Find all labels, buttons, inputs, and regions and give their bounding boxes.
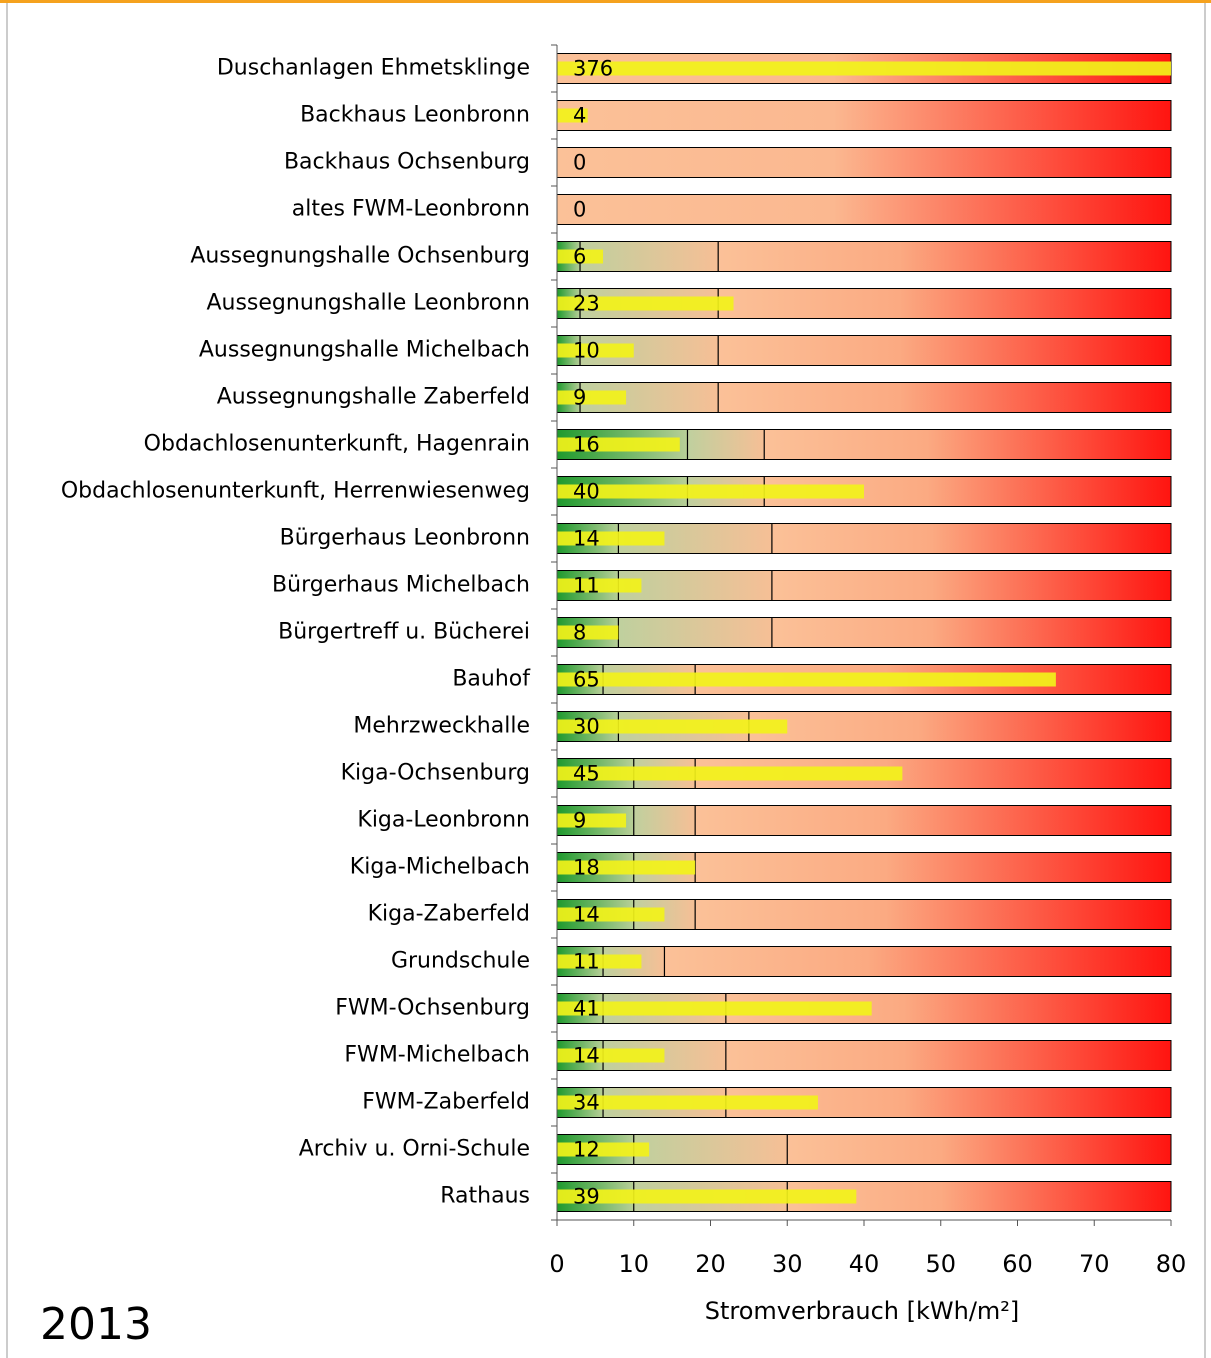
y-tick-label: Obdachlosenunterkunft, Hagenrain (144, 432, 530, 457)
value-label: 14 (573, 1044, 600, 1068)
value-label: 376 (573, 57, 613, 81)
value-label: 45 (573, 762, 600, 786)
benchmark-band (556, 335, 1172, 366)
value-label: 11 (573, 950, 600, 974)
y-tick-label: Mehrzweckhalle (353, 714, 530, 739)
y-tick-label: Bürgerhaus Michelbach (272, 573, 530, 598)
x-tick-label: 60 (1002, 1250, 1033, 1278)
benchmark-band (556, 617, 1172, 648)
y-tick-label: Kiga-Michelbach (350, 855, 530, 880)
y-tick-label: Kiga-Ochsenburg (341, 761, 530, 786)
y-tick-label: Bauhof (452, 667, 531, 692)
bar (557, 672, 1056, 687)
value-label: 39 (573, 1185, 600, 1209)
top-rule (0, 0, 1211, 3)
value-label: 23 (573, 292, 600, 316)
bar (557, 1189, 857, 1204)
bar (557, 1142, 650, 1157)
y-tick-label: Aussegnungshalle Ochsenburg (190, 244, 530, 269)
value-label: 6 (573, 245, 586, 269)
x-tick-label: 30 (772, 1250, 803, 1278)
y-tick-label: Aussegnungshalle Zaberfeld (217, 385, 530, 410)
bar (557, 1048, 665, 1063)
bar (557, 343, 634, 358)
value-label: 18 (573, 856, 600, 880)
y-tick-label: Duschanlagen Ehmetsklinge (217, 56, 530, 81)
y-tick-label: Obdachlosenunterkunft, Herrenwiesenweg (61, 479, 530, 504)
x-tick-label: 70 (1079, 1250, 1110, 1278)
value-label: 65 (573, 668, 600, 692)
y-tick-label: Rathaus (440, 1184, 530, 1209)
value-label: 8 (573, 621, 586, 645)
bar (557, 766, 903, 781)
value-label: 0 (573, 151, 586, 175)
y-tick-label: Kiga-Leonbronn (357, 808, 530, 833)
y-tick-label: FWM-Ochsenburg (335, 996, 530, 1021)
value-label: 30 (573, 715, 600, 739)
bar (557, 1095, 818, 1110)
benchmark-band (556, 570, 1172, 601)
y-tick-label: Aussegnungshalle Michelbach (199, 338, 530, 363)
bar (557, 390, 627, 405)
x-tick-label: 10 (618, 1250, 649, 1278)
benchmark-band (556, 1134, 1172, 1165)
bar (557, 719, 788, 734)
bar (557, 1001, 872, 1016)
benchmark-band (556, 382, 1172, 413)
y-tick-label: Kiga-Zaberfeld (368, 902, 530, 927)
value-label: 16 (573, 433, 600, 457)
bar (557, 61, 1171, 76)
bar (557, 578, 642, 593)
bar (557, 484, 864, 499)
x-tick-label: 40 (849, 1250, 880, 1278)
y-tick-label: FWM-Michelbach (344, 1043, 530, 1068)
year-label: 2013 (40, 1299, 152, 1350)
bar (557, 108, 588, 123)
benchmark-band (556, 194, 1172, 225)
value-label: 4 (573, 104, 586, 128)
y-tick-label: altes FWM-Leonbronn (292, 197, 530, 222)
value-label: 9 (573, 386, 586, 410)
x-tick-label: 80 (1156, 1250, 1187, 1278)
value-label: 9 (573, 809, 586, 833)
y-tick-label: Backhaus Ochsenburg (284, 150, 530, 175)
bar (557, 296, 734, 311)
y-tick-label: Bürgertreff u. Bücherei (278, 620, 530, 645)
y-tick-label: FWM-Zaberfeld (362, 1090, 530, 1115)
bar (557, 249, 604, 264)
x-axis-title: Stromverbrauch [kWh/m²] (705, 1297, 1020, 1325)
value-label: 12 (573, 1138, 600, 1162)
bar (557, 907, 665, 922)
benchmark-band (556, 241, 1172, 272)
bar (557, 860, 696, 875)
x-tick-label: 20 (695, 1250, 726, 1278)
bar (557, 954, 642, 969)
bar (557, 437, 680, 452)
y-tick-label: Backhaus Leonbronn (300, 103, 530, 128)
value-label: 14 (573, 527, 600, 551)
bar (557, 531, 665, 546)
y-tick-label: Aussegnungshalle Leonbronn (206, 291, 530, 316)
value-label: 11 (573, 574, 600, 598)
bar (557, 625, 619, 640)
value-label: 34 (573, 1091, 600, 1115)
value-label: 14 (573, 903, 600, 927)
benchmark-band (556, 805, 1172, 836)
value-label: 41 (573, 997, 600, 1021)
x-tick-label: 50 (925, 1250, 956, 1278)
x-tick-label: 0 (549, 1250, 564, 1278)
value-label: 10 (573, 339, 600, 363)
benchmark-band (556, 100, 1172, 131)
y-tick-label: Bürgerhaus Leonbronn (280, 526, 530, 551)
y-tick-label: Grundschule (391, 949, 530, 974)
value-label: 40 (573, 480, 600, 504)
value-label: 0 (573, 198, 586, 222)
benchmark-band (556, 147, 1172, 178)
bar (557, 813, 627, 828)
y-tick-label: Archiv u. Orni-Schule (299, 1137, 530, 1162)
benchmark-band (556, 946, 1172, 977)
